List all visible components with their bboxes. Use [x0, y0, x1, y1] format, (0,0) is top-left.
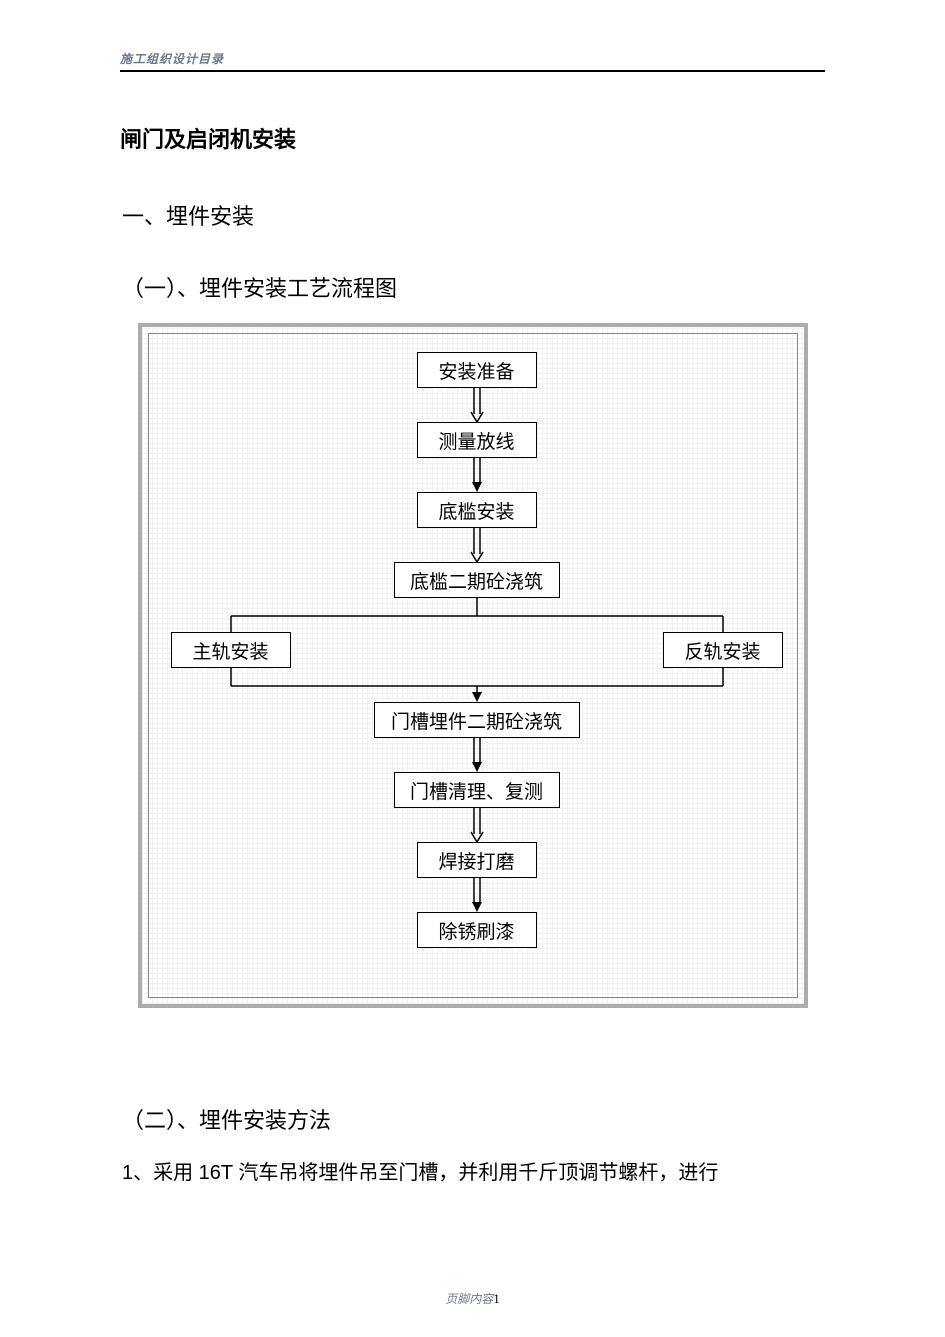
page-footer: 页脚内容1 [0, 1290, 945, 1307]
flow-node-n2: 测量放线 [417, 422, 537, 458]
section-1-heading: 一、埋件安装 [122, 199, 825, 231]
flow-node-n8: 门槽清理、复测 [394, 772, 560, 808]
flow-node-n4: 底槛二期砼浇筑 [394, 562, 560, 598]
flow-node-n1: 安装准备 [417, 352, 537, 388]
flow-node-n7: 门槽埋件二期砼浇筑 [374, 702, 580, 738]
flow-node-n3: 底槛安装 [417, 492, 537, 528]
flow-node-n9: 焊接打磨 [417, 842, 537, 878]
flowchart-inner: 安装准备测量放线底槛安装底槛二期砼浇筑主轨安装 反轨安装门槽埋件二期砼浇筑门槽清理… [148, 333, 798, 998]
header-text: 施工组织设计目录 [120, 52, 224, 66]
flow-node-n10: 除锈刷漆 [417, 912, 537, 948]
footer-label: 页脚内容 [445, 1292, 493, 1306]
flow-node-n5: 主轨安装 [171, 632, 291, 668]
body-paragraph-1: 1、采用 16T 汽车吊将埋件吊至门槽，并利用千斤顶调节螺杆，进行 [122, 1155, 825, 1191]
page-header: 施工组织设计目录 [120, 50, 825, 72]
section-1-2-heading: （二）、埋件安装方法 [122, 1103, 825, 1135]
flowchart-container: 安装准备测量放线底槛安装底槛二期砼浇筑主轨安装 反轨安装门槽埋件二期砼浇筑门槽清理… [138, 323, 808, 1008]
footer-page-number: 1 [493, 1291, 500, 1306]
flow-node-n6: 反轨安装 [663, 632, 783, 668]
document-title: 闸门及启闭机安装 [120, 122, 825, 154]
section-1-1-heading: （一）、埋件安装工艺流程图 [122, 271, 825, 303]
